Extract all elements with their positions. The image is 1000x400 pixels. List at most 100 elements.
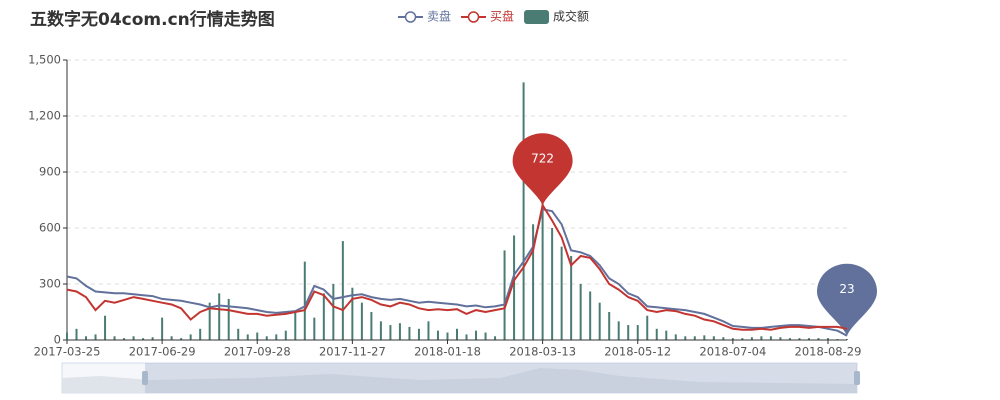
- bar: [636, 325, 639, 340]
- bar: [379, 321, 382, 340]
- bar: [351, 287, 354, 340]
- bar: [208, 302, 211, 340]
- legend-label: 卖盘: [427, 9, 451, 24]
- bar: [284, 330, 287, 340]
- y-tick-label: 0: [54, 333, 61, 347]
- bar: [456, 328, 458, 340]
- legend-item[interactable]: 卖盘: [398, 9, 451, 24]
- bar: [104, 315, 107, 340]
- bar: [513, 235, 516, 340]
- bar: [532, 224, 535, 340]
- bar: [370, 312, 373, 340]
- mark-pin: [817, 263, 877, 336]
- bar: [170, 336, 173, 340]
- bar: [142, 338, 145, 340]
- y-tick-label: 600: [39, 221, 61, 235]
- x-tick-label: 2018-05-12: [604, 345, 671, 359]
- bar: [475, 330, 478, 340]
- y-tick-label: 1,500: [28, 53, 61, 67]
- bar: [807, 338, 810, 340]
- bar: [608, 312, 611, 340]
- bar: [674, 334, 677, 340]
- bar: [750, 337, 753, 340]
- bar: [541, 162, 544, 340]
- zoom-window[interactable]: [145, 363, 857, 393]
- line: [66, 202, 848, 331]
- bar: [294, 312, 297, 340]
- bar: [712, 336, 715, 340]
- bar: [85, 336, 88, 340]
- bar: [741, 338, 744, 340]
- mark-label: 722: [531, 152, 554, 166]
- bar: [66, 332, 68, 340]
- data-zoom[interactable]: [61, 362, 860, 394]
- bar: [703, 335, 706, 340]
- y-tick-label: 1,200: [28, 109, 61, 123]
- bar: [693, 336, 696, 340]
- bar: [655, 328, 658, 340]
- bar: [341, 241, 344, 340]
- bar: [398, 323, 401, 340]
- legend-icon: [467, 11, 480, 23]
- bar: [408, 326, 411, 340]
- bar: [180, 338, 183, 340]
- bar: [161, 317, 164, 340]
- bar: [551, 228, 554, 340]
- bar: [779, 337, 782, 340]
- bar: [560, 246, 563, 340]
- bar: [389, 325, 392, 340]
- bar: [417, 328, 420, 340]
- bar: [151, 337, 154, 340]
- bar: [817, 338, 820, 340]
- bar: [627, 325, 630, 340]
- bar: [218, 293, 221, 340]
- bar: [237, 328, 240, 340]
- bar: [760, 336, 763, 340]
- bar: [427, 321, 430, 340]
- x-tick-label: 2017-09-28: [224, 345, 291, 359]
- bar: [113, 336, 116, 340]
- bar: [731, 338, 734, 340]
- bar: [446, 332, 449, 340]
- x-tick-label: 2018-03-13: [509, 345, 576, 359]
- x-tick-label: 2018-01-18: [414, 345, 481, 359]
- bar: [598, 302, 601, 340]
- zoom-handle[interactable]: [142, 371, 148, 385]
- bar: [617, 321, 620, 340]
- legend-label: 成交额: [553, 9, 589, 24]
- bar: [246, 334, 249, 340]
- bar: [360, 302, 363, 340]
- bar: [665, 330, 668, 340]
- bar: [589, 291, 592, 340]
- legend-item[interactable]: 成交额: [524, 9, 589, 25]
- legend-icon: [524, 10, 550, 24]
- bar: [826, 338, 829, 340]
- x-tick-label: 2017-06-29: [129, 345, 196, 359]
- bar: [646, 315, 649, 340]
- bar: [322, 293, 325, 340]
- bar: [275, 334, 278, 340]
- bar: [484, 332, 487, 340]
- bar: [123, 338, 126, 340]
- y-tick-label: 900: [39, 165, 61, 179]
- bar: [788, 338, 791, 340]
- bar: [503, 250, 506, 340]
- bar: [494, 336, 497, 340]
- x-tick-label: 2017-03-25: [34, 345, 101, 359]
- bar: [265, 336, 268, 340]
- bar: [199, 328, 202, 340]
- bar: [570, 256, 573, 340]
- line: [66, 208, 848, 337]
- chart-title: 五数字无04com.cn行情走势图: [30, 9, 275, 30]
- x-tick-label: 2017-11-27: [319, 345, 386, 359]
- bar: [798, 338, 801, 340]
- x-tick-label: 2018-07-04: [699, 345, 766, 359]
- bar: [436, 330, 439, 340]
- bar: [94, 334, 97, 340]
- bar: [303, 261, 306, 340]
- zoom-shadow: [62, 368, 857, 393]
- bar: [579, 284, 582, 340]
- zoom-handle[interactable]: [854, 371, 860, 385]
- legend-item[interactable]: 买盘: [461, 9, 514, 24]
